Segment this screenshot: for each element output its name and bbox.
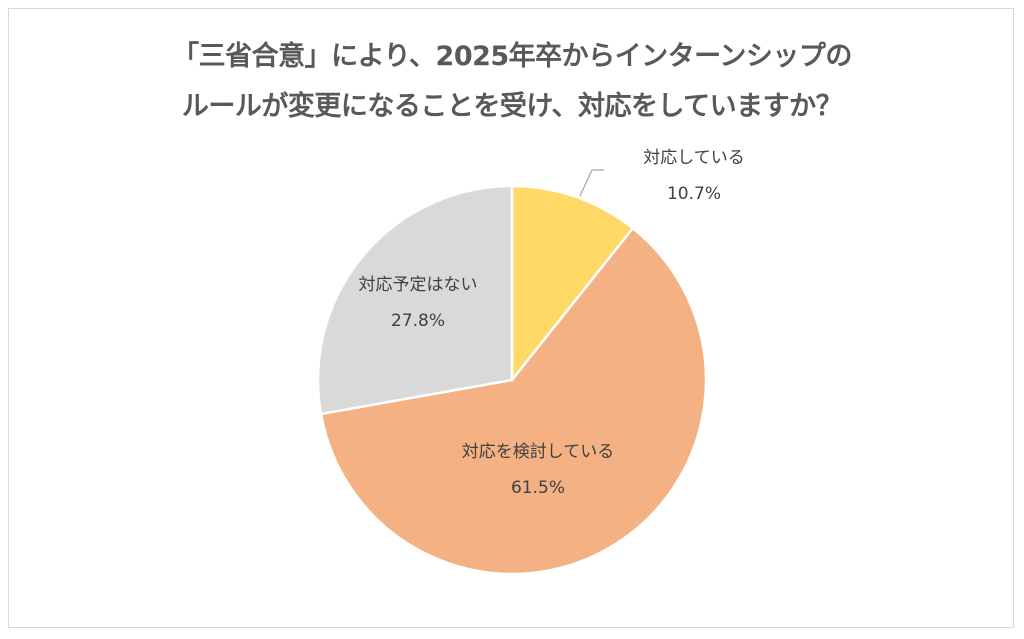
- slice-value-1: 61.5%: [511, 478, 565, 498]
- chart-title-line-2: ルールが変更になることを受け、対応をしていますか？: [181, 91, 843, 122]
- slice-value-2: 27.8%: [391, 311, 445, 331]
- slice-value-0: 10.7%: [667, 184, 721, 204]
- leader-line: [579, 169, 604, 197]
- pie-slice-2: [316, 184, 514, 416]
- slice-label-0: 対応している: [643, 148, 745, 168]
- pie-slice-1: [319, 226, 708, 576]
- chart-title-line-1: 「三省合意」により、2025年卒からインターンシップの: [172, 41, 852, 72]
- slice-label-2: 対応予定はない: [359, 275, 478, 295]
- chart-frame: [8, 8, 1014, 628]
- slice-label-1: 対応を検討している: [462, 442, 615, 462]
- pie-slice-0: [510, 184, 635, 384]
